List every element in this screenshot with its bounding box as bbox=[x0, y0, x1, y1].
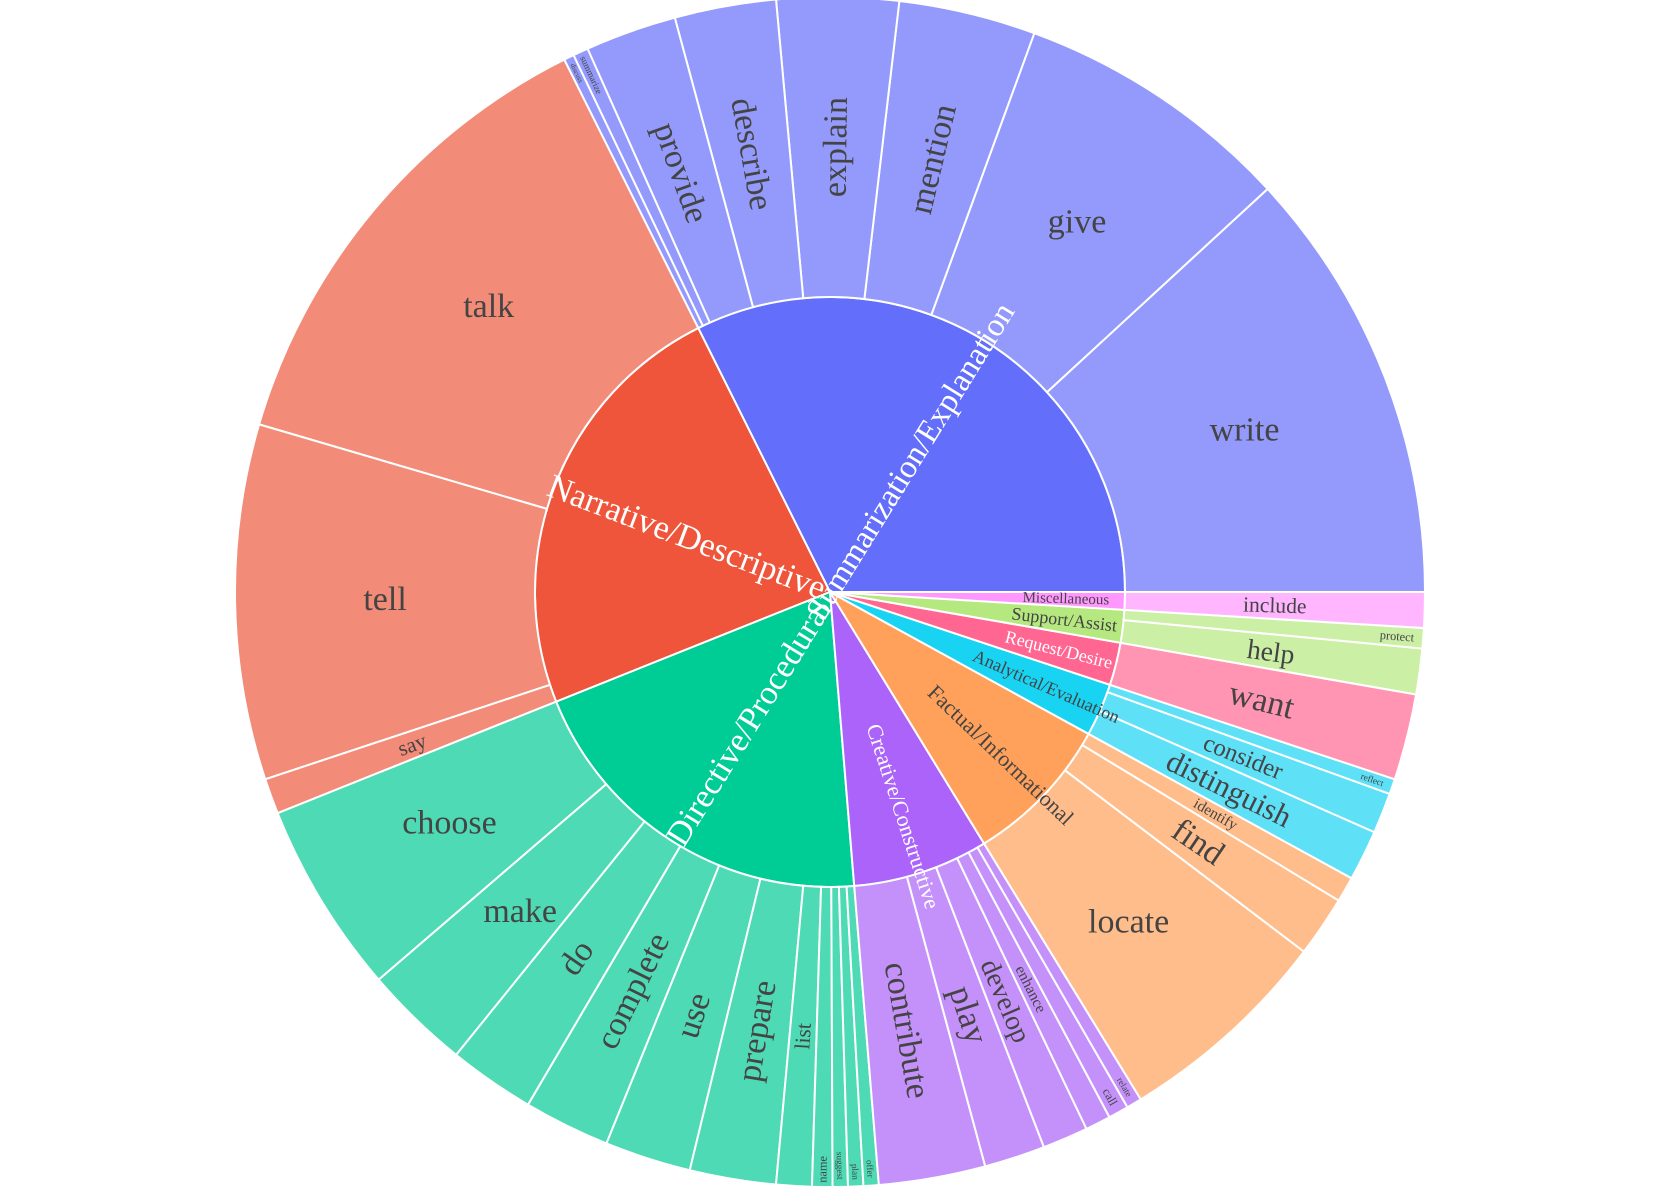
segment-label-include: include bbox=[1243, 593, 1307, 619]
segment-label-give: give bbox=[1048, 203, 1107, 240]
segment-label-plan: plan bbox=[850, 1164, 861, 1181]
segment-label-help: help bbox=[1245, 633, 1296, 670]
segment-include[interactable] bbox=[1123, 591, 1427, 630]
segment-label-tell: tell bbox=[363, 581, 406, 618]
segment-talk[interactable] bbox=[257, 58, 700, 511]
sector-label-miscellaneous: Miscellaneous bbox=[1022, 590, 1109, 609]
segment-label-suggest: suggest bbox=[835, 1152, 845, 1180]
segment-tell[interactable] bbox=[234, 423, 552, 781]
segment-label-write: write bbox=[1210, 412, 1280, 449]
segment-label-protect: protect bbox=[1379, 628, 1415, 645]
segment-label-talk: talk bbox=[463, 288, 514, 325]
segment-label-list: list bbox=[790, 1022, 816, 1050]
segment-label-explain: explain bbox=[817, 97, 855, 198]
segment-label-make: make bbox=[483, 893, 557, 930]
segment-label-name: name bbox=[815, 1155, 829, 1182]
segment-explain[interactable] bbox=[775, 0, 901, 301]
segment-label-locate: locate bbox=[1088, 903, 1169, 940]
segment-write[interactable] bbox=[1045, 187, 1427, 593]
segment-label-choose: choose bbox=[402, 804, 496, 841]
segment-label-offer: offer bbox=[864, 1160, 875, 1178]
